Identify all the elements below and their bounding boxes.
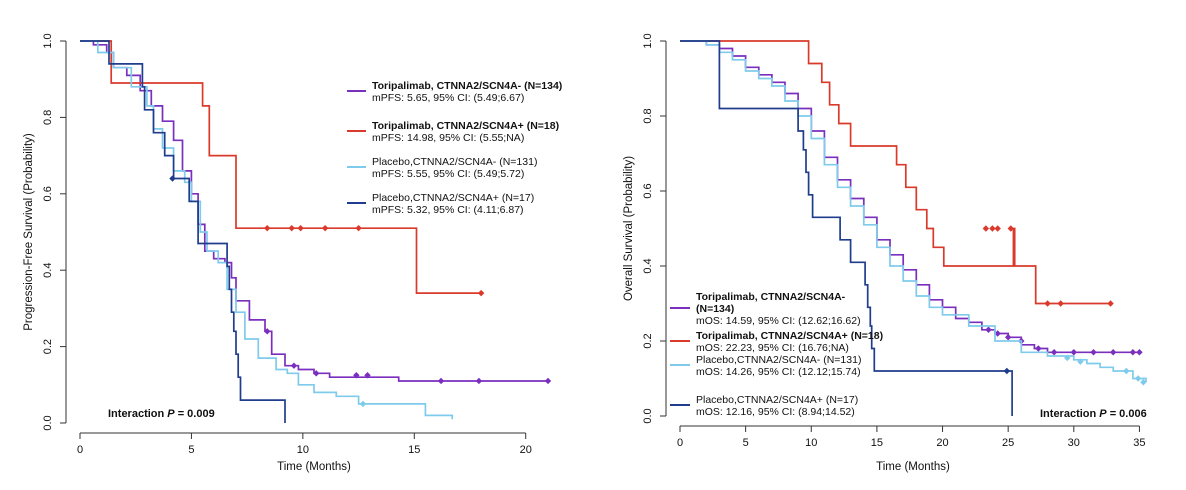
- chart-1: 0 5 10 15 20 0.0 0.2 0.4 0.6 0.8 1.0 Time (Months) P…: [23, 33, 562, 473]
- censor-mark: [994, 330, 1001, 337]
- interaction-annotation: Interaction P = 0.006: [1040, 408, 1147, 420]
- censor-mark: [477, 289, 485, 297]
- censor-mark: [355, 224, 362, 232]
- y-tick-label: 0.6: [642, 183, 654, 198]
- censor-mark: [475, 377, 483, 385]
- censor-mark: [297, 224, 304, 232]
- x-tick-label: 10: [805, 437, 817, 449]
- censor-mark: [1134, 375, 1142, 382]
- legend-stat: mOS: 14.26, 95% CI: (12.12;15.74): [696, 366, 861, 378]
- censor-mark: [290, 362, 298, 369]
- y-tick-label: 0.8: [642, 108, 654, 123]
- censor-mark: [1090, 349, 1097, 356]
- censor-mark: [437, 377, 445, 385]
- y-axis-title: Overall Survival (Probability): [623, 156, 635, 301]
- x-tick-label: 10: [297, 444, 309, 456]
- censor-mark: [1003, 367, 1011, 375]
- censor-mark: [1140, 379, 1147, 386]
- censor-mark: [364, 372, 371, 379]
- legend-name: Placebo,CTNNA2/SCN4A- (N=131): [372, 156, 537, 168]
- censor-mark: [1136, 349, 1143, 356]
- y-axis-title: Progression-Free Survival (Probability): [23, 133, 35, 331]
- y-tick-label: 0.0: [642, 408, 654, 423]
- censor-mark: [1064, 354, 1071, 362]
- censor-mark: [313, 370, 320, 377]
- censor-mark: [544, 377, 552, 385]
- legend-name: Toripalimab, CTNNA2/SCN4A- (N=134): [372, 80, 562, 92]
- x-tick-label: 35: [1133, 437, 1145, 449]
- legend-stat: mPFS: 5.32, 95% CI: (4.11;6.87): [372, 204, 524, 216]
- x-tick-label: 30: [1068, 437, 1080, 449]
- censor-mark: [1107, 300, 1114, 307]
- chart-2: 0 5 10 15 20 25 30 35 0.0 0.2 0.4 0.6 0.8 1.0 Time (Mo…: [623, 33, 1147, 473]
- y-tick-label: 0.6: [42, 186, 54, 201]
- legend-stat: mOS: 14.59, 95% CI: (12.62;16.62): [696, 315, 861, 327]
- interaction-annotation: Interaction P = 0.009: [108, 408, 215, 420]
- censor-mark: [1035, 345, 1042, 352]
- x-tick-label: 15: [871, 437, 883, 449]
- censor-mark: [1004, 334, 1012, 341]
- censor-mark: [321, 224, 329, 232]
- x-tick-label: 0: [677, 437, 683, 449]
- x-tick-label: 20: [520, 444, 532, 456]
- censor-mark: [982, 225, 990, 232]
- km-curve-series-3: [680, 40, 1147, 383]
- legend-stat: mOS: 22.23, 95% CI: (16.76;NA): [696, 342, 849, 354]
- x-tick-label: 5: [743, 437, 749, 449]
- x-tick-label: 0: [77, 444, 83, 456]
- censor-mark: [1077, 358, 1084, 365]
- km-curve-series-4: [680, 40, 1013, 416]
- legend-name-line2: (N=134): [696, 303, 734, 315]
- legend-stat: mPFS: 5.55, 95% CI: (5.49;5.72): [372, 168, 524, 180]
- censor-mark: [994, 225, 1001, 232]
- legend-name: Placebo,CTNNA2/SCN4A+ (N=17): [372, 192, 534, 204]
- censor-mark: [1050, 349, 1058, 356]
- legend-name: Toripalimab, CTNNA2/SCN4A+ (N=18): [372, 120, 559, 132]
- legend-stat: mPFS: 5.65, 95% CI: (5.49;6.67): [372, 92, 524, 104]
- censor-mark: [264, 224, 271, 232]
- x-tick-label: 25: [1002, 437, 1014, 449]
- censor-mark: [1123, 367, 1130, 375]
- legend-name: Toripalimab, CTNNA2/SCN4A+ (N=18): [696, 330, 883, 342]
- km-curve-series-1: [680, 40, 1140, 354]
- censor-mark: [359, 400, 367, 408]
- km-curve-series-4: [80, 40, 286, 423]
- y-tick-label: 1.0: [642, 33, 654, 48]
- legend-stat: mPFS: 14.98, 95% CI: (5.55;NA): [372, 132, 524, 144]
- x-axis-title: Time (Months): [876, 461, 950, 473]
- censor-mark: [169, 175, 176, 182]
- censor-mark: [1044, 300, 1051, 307]
- legend-name: Toripalimab, CTNNA2/SCN4A-: [696, 291, 846, 303]
- censor-mark: [1070, 349, 1078, 356]
- km-curve-series-2: [680, 40, 1111, 305]
- legend-name: Placebo,CTNNA2/SCN4A- (N=131): [696, 354, 861, 366]
- y-tick-label: 0.2: [42, 339, 54, 354]
- x-axis-title: Time (Months): [277, 461, 351, 473]
- km-curve-series-2: [80, 40, 482, 294]
- legend-stat: mOS: 12.16, 95% CI: (8.94;14.52): [696, 406, 855, 418]
- censor-mark: [1129, 349, 1137, 356]
- legend-name: Placebo,CTNNA2/SCN4A+ (N=17): [696, 394, 858, 406]
- censor-mark: [1109, 349, 1117, 356]
- censor-mark: [353, 372, 360, 379]
- censor-mark: [264, 328, 271, 335]
- km-curve-series-3: [80, 40, 454, 420]
- y-tick-label: 0.2: [642, 333, 654, 348]
- y-tick-label: 1.0: [42, 33, 54, 48]
- censor-mark: [1057, 300, 1064, 307]
- km-curve-series-1: [80, 40, 548, 382]
- y-tick-label: 0.4: [42, 263, 54, 278]
- x-tick-label: 5: [188, 444, 194, 456]
- y-tick-label: 0.8: [42, 110, 54, 125]
- x-tick-label: 15: [408, 444, 420, 456]
- censor-mark: [1007, 225, 1014, 232]
- censor-mark: [288, 224, 295, 232]
- y-tick-label: 0.0: [42, 415, 54, 430]
- y-tick-label: 0.4: [642, 258, 654, 273]
- censor-mark: [985, 326, 992, 333]
- x-tick-label: 20: [936, 437, 948, 449]
- censor-mark: [989, 225, 996, 232]
